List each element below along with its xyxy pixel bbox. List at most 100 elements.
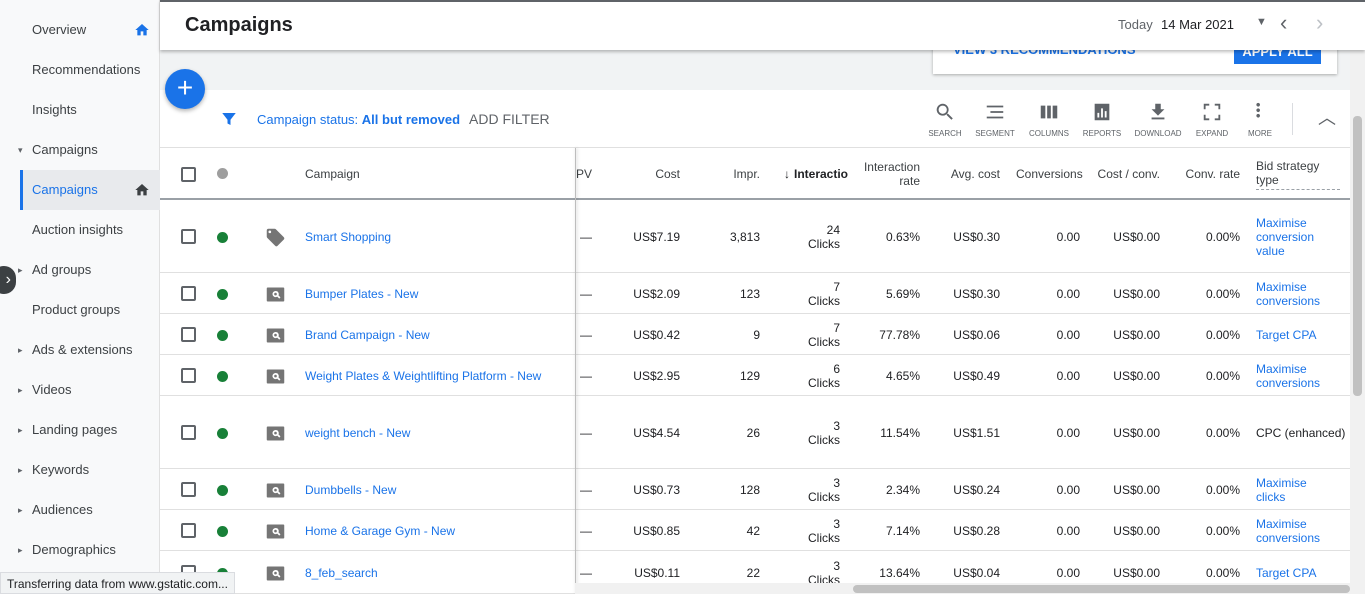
nav-item[interactable]: Demographics — [32, 542, 116, 557]
campaign[interactable]: Bumper Plates - New — [305, 286, 419, 301]
toolbar-icon[interactable] — [1249, 101, 1271, 123]
column-header[interactable]: Interaction rate — [848, 148, 928, 200]
expand-arrow[interactable]: ▸ — [18, 265, 23, 275]
cell-bid-strategy[interactable]: Target CPA — [1248, 314, 1348, 355]
bid-strategy[interactable]: Maximise conversions — [1256, 361, 1321, 390]
cell-campaign[interactable]: Weight Plates & Weightlifting Platform -… — [297, 355, 575, 396]
column-header[interactable]: Conv. rate — [1168, 148, 1248, 200]
toolbar-icon[interactable] — [934, 101, 956, 123]
add-filter[interactable]: ADD FILTER — [469, 111, 550, 127]
cell-bid-strategy[interactable]: Maximise conversions — [1248, 273, 1348, 314]
cell-campaign[interactable]: Bumper Plates - New — [297, 273, 575, 314]
campaign[interactable]: Dumbbells - New — [305, 482, 397, 497]
nav-item[interactable]: Product groups — [32, 302, 121, 317]
cell-bid-strategy[interactable]: Target CPA — [1248, 551, 1348, 594]
expand-arrow[interactable]: ▸ — [18, 465, 23, 475]
collapse-toolbar[interactable]: ︿ — [1318, 108, 1336, 128]
cell-bid-strategy[interactable]: CPC (enhanced) — [1248, 396, 1348, 469]
toolbar-icon[interactable] — [984, 101, 1006, 123]
cell-campaign[interactable]: Home & Garage Gym - New — [297, 510, 575, 551]
expand-arrow[interactable]: ▸ — [18, 425, 23, 435]
row-checkbox[interactable] — [181, 481, 196, 497]
nav-item[interactable]: Landing pages — [32, 422, 118, 437]
nav-item[interactable]: Campaigns — [32, 182, 98, 197]
nav-item[interactable]: Recommendations — [32, 62, 141, 77]
scroll-thumb[interactable] — [853, 585, 1350, 593]
cell-campaign[interactable]: Brand Campaign - New — [297, 314, 575, 355]
column-header[interactable]: Cost / conv. — [1088, 148, 1168, 200]
add-campaign-button[interactable]: + — [165, 69, 205, 109]
nav-item[interactable]: Videos — [32, 382, 72, 397]
cell-bid-strategy[interactable]: Maximise conversions — [1248, 355, 1348, 396]
toolbar-label[interactable]: COLUMNS — [1028, 129, 1069, 138]
nav-item[interactable]: Campaigns — [32, 142, 98, 157]
nav-item[interactable]: Audiences — [32, 502, 93, 517]
column-header[interactable]: Conversions — [1008, 148, 1088, 200]
bid-strategy[interactable]: Maximise clicks — [1256, 475, 1307, 504]
campaign[interactable]: Brand Campaign - New — [305, 327, 430, 342]
bid-strategy[interactable]: Maximise conversions — [1256, 279, 1321, 308]
filter-icon[interactable] — [220, 110, 238, 128]
next-date[interactable]: › — [1316, 10, 1324, 35]
campaign[interactable]: weight bench - New — [305, 425, 411, 440]
nav-item[interactable]: Auction insights — [32, 222, 124, 237]
expand-arrow[interactable]: ▸ — [18, 545, 23, 555]
cell-campaign[interactable]: weight bench - New — [297, 396, 575, 469]
bid-strategy[interactable]: Maximise conversions — [1256, 516, 1321, 545]
expand-arrow[interactable]: ▸ — [18, 345, 23, 355]
expand-arrow[interactable]: ▸ — [18, 385, 23, 395]
expand-arrow[interactable]: ▾ — [18, 145, 23, 155]
filter-chip[interactable]: Campaign status: All but removed — [257, 112, 460, 127]
horizontal-scrollbar[interactable] — [575, 583, 1365, 594]
vertical-scrollbar[interactable] — [1350, 50, 1365, 594]
cell-campaign[interactable]: Smart Shopping — [297, 200, 575, 273]
column-header[interactable]: Bid strategy type — [1248, 148, 1348, 200]
select-all-checkbox[interactable] — [181, 167, 196, 182]
nav-item[interactable]: Keywords — [32, 462, 90, 477]
column-header[interactable]: Impr. — [688, 148, 768, 200]
bid-strategy[interactable]: Target CPA — [1256, 565, 1317, 580]
cell-campaign[interactable]: 8_feb_search — [297, 551, 575, 594]
column-header[interactable]: Cost — [600, 148, 688, 200]
campaign[interactable]: Smart Shopping — [305, 229, 392, 244]
row-checkbox[interactable] — [181, 285, 196, 301]
bid-strategy[interactable]: Target CPA — [1256, 327, 1317, 342]
prev-date[interactable]: ‹ — [1280, 10, 1288, 35]
date-dropdown[interactable]: ▼ — [1256, 16, 1267, 28]
column-header[interactable]: CPV — [576, 167, 592, 181]
toolbar-label[interactable]: EXPAND — [1195, 129, 1229, 138]
column-header[interactable]: Campaign — [297, 148, 575, 200]
toolbar-icon[interactable] — [1201, 101, 1223, 123]
campaign[interactable]: Home & Garage Gym - New — [305, 523, 456, 538]
cell-bid-strategy[interactable]: Maximise clicks — [1248, 469, 1348, 510]
bid-strategy[interactable]: CPC (enhanced) — [1256, 425, 1346, 440]
date-range[interactable]: 14 Mar 2021 — [1161, 17, 1234, 32]
scroll-thumb[interactable] — [1353, 116, 1362, 396]
collapse-sidebar-button[interactable]: › — [0, 266, 16, 294]
toolbar-icon[interactable] — [1038, 101, 1060, 123]
campaign[interactable]: Weight Plates & Weightlifting Platform -… — [305, 368, 542, 383]
campaign[interactable]: 8_feb_search — [305, 565, 378, 580]
cell-campaign[interactable]: Dumbbells - New — [297, 469, 575, 510]
row-checkbox[interactable] — [181, 228, 196, 244]
row-checkbox[interactable] — [181, 522, 196, 538]
expand-arrow[interactable]: ▸ — [18, 505, 23, 515]
toolbar-label[interactable]: SEARCH — [928, 129, 962, 138]
toolbar-icon[interactable] — [1147, 101, 1169, 123]
toolbar-label[interactable]: MORE — [1248, 129, 1272, 138]
column-header[interactable]: ↓ Interactions — [768, 148, 848, 200]
row-checkbox[interactable] — [181, 367, 196, 383]
row-checkbox[interactable] — [181, 326, 196, 342]
cell-bid-strategy[interactable]: Maximise conversion value — [1248, 200, 1348, 273]
nav-item[interactable]: Overview — [32, 22, 87, 37]
toolbar-icon[interactable] — [1091, 101, 1113, 123]
row-checkbox[interactable] — [181, 424, 196, 440]
nav-item[interactable]: Ads & extensions — [32, 342, 133, 357]
toolbar-label[interactable]: SEGMENT — [975, 129, 1015, 138]
toolbar-label[interactable]: REPORTS — [1082, 129, 1122, 138]
column-header[interactable]: Avg. cost — [928, 148, 1008, 200]
bid-strategy[interactable]: Maximise conversion value — [1256, 215, 1315, 258]
nav-item[interactable]: Insights — [32, 102, 77, 117]
toolbar-label[interactable]: DOWNLOAD — [1134, 129, 1182, 138]
nav-item[interactable]: Ad groups — [32, 262, 92, 277]
